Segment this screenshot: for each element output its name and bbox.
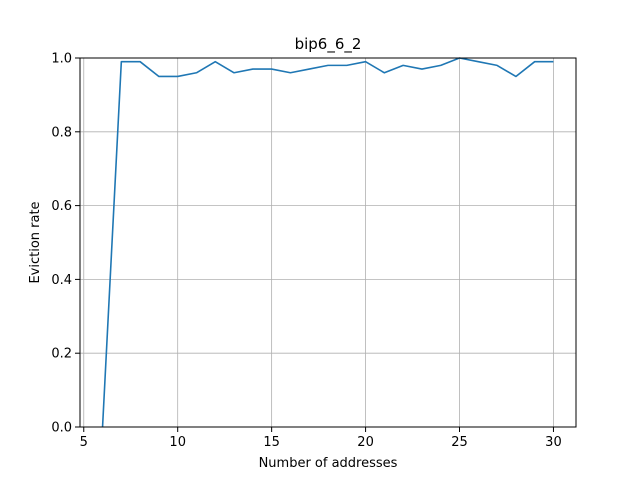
y-tick-label: 0.2 [51,347,72,362]
ticks: 5 10 15 20 25 30 0.0 0.2 0.4 0.6 0.8 1.0 [51,52,561,451]
x-tick-label: 5 [80,435,88,450]
chart-title: bip6_6_2 [295,35,362,54]
plot-frame [79,57,577,428]
y-tick-label: 0.6 [51,199,72,214]
y-tick-label: 0.0 [51,421,72,436]
x-tick-label: 10 [169,435,186,450]
y-axis-label: Eviction rate [28,201,43,283]
y-tick-label: 1.0 [51,52,72,67]
series-layer [101,57,554,428]
y-tick-label: 0.8 [51,125,72,140]
x-tick-label: 25 [451,435,468,450]
x-tick-label: 20 [357,435,374,450]
x-tick-label: 30 [545,435,562,450]
series-line [101,57,554,428]
x-axis-label: Number of addresses [259,456,398,471]
x-tick-label: 15 [263,435,280,450]
grid [80,57,576,428]
y-tick-label: 0.4 [51,273,72,288]
